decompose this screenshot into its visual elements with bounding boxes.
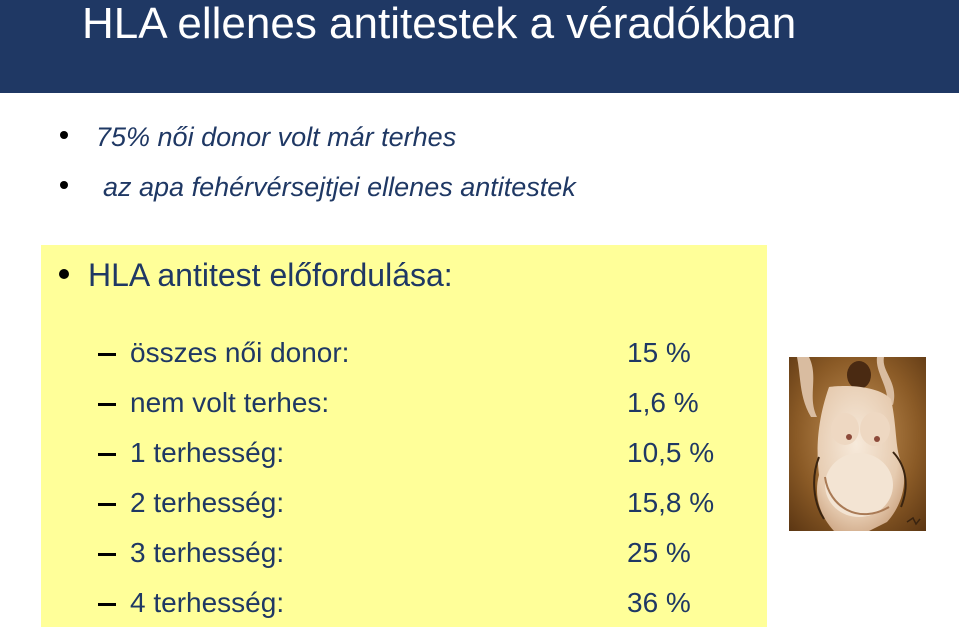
hla-row: nem volt terhes: 1,6 % bbox=[0, 383, 767, 429]
row-label: összes női donor: bbox=[130, 337, 350, 368]
bullet-item: 75% női donor volt már terhes bbox=[0, 121, 760, 161]
row-value: 36 % bbox=[627, 587, 691, 618]
hla-row: összes női donor: 15 % bbox=[0, 333, 767, 379]
bullet-text: az apa fehérvérsejtjei ellenes antiteste… bbox=[103, 172, 576, 202]
row-value: 15,8 % bbox=[627, 487, 715, 518]
row-value: 15 % bbox=[627, 337, 691, 368]
dash-bullet-icon bbox=[98, 503, 116, 506]
row-value: 1,6 % bbox=[627, 387, 699, 418]
bullet-text: 75% női donor volt már terhes bbox=[96, 122, 457, 152]
bullet-dot-icon bbox=[60, 181, 68, 189]
row-label: 4 terhesség: bbox=[130, 587, 285, 618]
row-label: nem volt terhes: bbox=[130, 387, 330, 418]
dash-bullet-icon bbox=[98, 453, 116, 456]
dash-bullet-icon bbox=[98, 353, 116, 356]
hla-row: 3 terhesség: 25 % bbox=[0, 533, 767, 579]
slide-title: HLA ellenes antitestek a véradókban bbox=[82, 0, 797, 48]
hla-row: 2 terhesség: 15,8 % bbox=[0, 483, 767, 529]
bullet-item: az apa fehérvérsejtjei ellenes antiteste… bbox=[0, 171, 760, 211]
row-label: 1 terhesség: bbox=[130, 437, 285, 468]
hla-row: 4 terhesség: 36 % bbox=[0, 583, 767, 629]
bullet-dot-icon bbox=[60, 131, 68, 139]
hla-heading: HLA antitest előfordulása: bbox=[88, 257, 453, 293]
title-bar: HLA ellenes antitestek a véradókban bbox=[0, 0, 959, 93]
row-label: 3 terhesség: bbox=[130, 537, 285, 568]
dash-bullet-icon bbox=[98, 603, 116, 606]
hla-highlight-box bbox=[41, 245, 767, 627]
row-label: 2 terhesség: bbox=[130, 487, 285, 518]
dash-bullet-icon bbox=[98, 403, 116, 406]
row-value: 10,5 % bbox=[627, 437, 715, 468]
pregnant-figure-painting bbox=[789, 357, 926, 531]
dash-bullet-icon bbox=[98, 553, 116, 556]
bullet-dot-icon bbox=[59, 269, 69, 279]
hla-row: 1 terhesség: 10,5 % bbox=[0, 433, 767, 479]
row-value: 25 % bbox=[627, 537, 691, 568]
